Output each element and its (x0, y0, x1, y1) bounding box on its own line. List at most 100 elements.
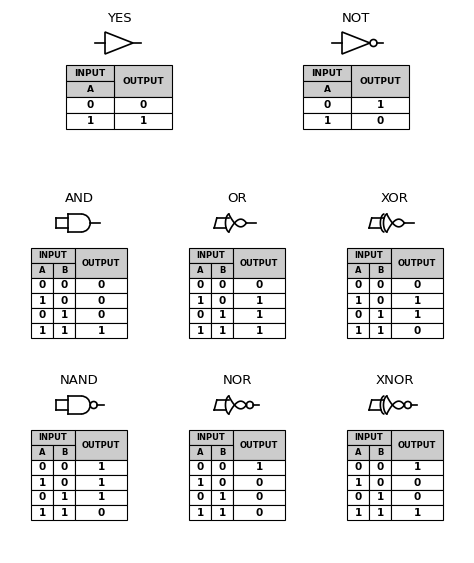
Bar (347, 430, 391, 445)
Text: 0: 0 (196, 311, 204, 320)
Bar (369, 505, 391, 520)
Text: 1: 1 (196, 296, 204, 306)
Bar (53, 263, 75, 278)
Text: 1: 1 (60, 507, 68, 517)
Bar (75, 278, 127, 293)
Text: 1: 1 (196, 325, 204, 336)
Text: 1: 1 (376, 100, 383, 110)
Bar (53, 293, 75, 308)
Bar (347, 278, 369, 293)
Bar (347, 475, 369, 490)
Text: 0: 0 (376, 116, 383, 126)
Bar (211, 475, 233, 490)
Text: INPUT: INPUT (311, 69, 343, 78)
Text: B: B (61, 448, 67, 457)
Text: 1: 1 (196, 507, 204, 517)
Text: A: A (86, 84, 93, 93)
Text: 1: 1 (355, 507, 362, 517)
Text: OUTPUT: OUTPUT (82, 440, 120, 449)
Bar (189, 323, 211, 338)
Text: NAND: NAND (60, 373, 99, 387)
Text: 0: 0 (355, 280, 362, 291)
Bar (233, 323, 285, 338)
Bar (347, 263, 369, 278)
Text: 0: 0 (219, 296, 226, 306)
Bar (303, 113, 351, 129)
Text: INPUT: INPUT (197, 433, 225, 442)
Bar (233, 248, 285, 278)
Text: 0: 0 (255, 507, 263, 517)
Bar (391, 278, 443, 293)
Text: 1: 1 (376, 493, 383, 503)
Bar (53, 445, 75, 460)
Text: 1: 1 (355, 477, 362, 488)
Text: 1: 1 (219, 325, 226, 336)
Text: 0: 0 (60, 462, 68, 472)
Text: 1: 1 (413, 507, 420, 517)
Text: 1: 1 (60, 311, 68, 320)
Bar (75, 308, 127, 323)
Text: INPUT: INPUT (38, 433, 67, 442)
Bar (66, 97, 114, 113)
Bar (75, 430, 127, 460)
Text: 1: 1 (413, 311, 420, 320)
Text: OUTPUT: OUTPUT (122, 77, 164, 86)
Bar (31, 490, 53, 505)
Bar (211, 460, 233, 475)
Text: 0: 0 (413, 280, 420, 291)
Text: 0: 0 (196, 462, 204, 472)
Bar (347, 445, 369, 460)
Text: 0: 0 (413, 477, 420, 488)
Text: 1: 1 (219, 311, 226, 320)
Text: 0: 0 (255, 477, 263, 488)
Text: 0: 0 (196, 280, 204, 291)
Bar (369, 490, 391, 505)
Text: INPUT: INPUT (355, 433, 383, 442)
Text: 0: 0 (376, 296, 383, 306)
Text: 1: 1 (97, 325, 105, 336)
Text: INPUT: INPUT (355, 251, 383, 260)
Text: 0: 0 (255, 280, 263, 291)
Bar (347, 308, 369, 323)
Text: 1: 1 (376, 325, 383, 336)
Text: 0: 0 (323, 100, 331, 110)
Bar (233, 505, 285, 520)
Text: OUTPUT: OUTPUT (240, 258, 278, 267)
Bar (31, 323, 53, 338)
Text: 0: 0 (97, 296, 105, 306)
Bar (189, 475, 211, 490)
Text: INPUT: INPUT (197, 251, 225, 260)
Text: 1: 1 (97, 477, 105, 488)
Text: 0: 0 (60, 280, 68, 291)
Bar (391, 308, 443, 323)
Bar (369, 278, 391, 293)
Bar (75, 475, 127, 490)
Text: OUTPUT: OUTPUT (398, 258, 436, 267)
Text: 1: 1 (97, 462, 105, 472)
Text: 0: 0 (355, 462, 362, 472)
Bar (189, 490, 211, 505)
Text: A: A (355, 448, 361, 457)
Text: 0: 0 (97, 507, 105, 517)
Text: 0: 0 (139, 100, 146, 110)
Bar (233, 278, 285, 293)
Text: 0: 0 (413, 325, 420, 336)
Text: 0: 0 (413, 493, 420, 503)
Bar (114, 113, 172, 129)
Bar (369, 475, 391, 490)
Bar (351, 65, 409, 97)
Bar (211, 263, 233, 278)
Bar (233, 460, 285, 475)
Text: 1: 1 (255, 296, 263, 306)
Bar (189, 263, 211, 278)
Bar (75, 248, 127, 278)
Text: 0: 0 (97, 280, 105, 291)
Bar (369, 308, 391, 323)
Text: B: B (219, 448, 225, 457)
Bar (211, 308, 233, 323)
Text: 1: 1 (139, 116, 146, 126)
Text: 0: 0 (219, 280, 226, 291)
Bar (211, 505, 233, 520)
Text: 1: 1 (323, 116, 331, 126)
Text: 1: 1 (38, 296, 46, 306)
